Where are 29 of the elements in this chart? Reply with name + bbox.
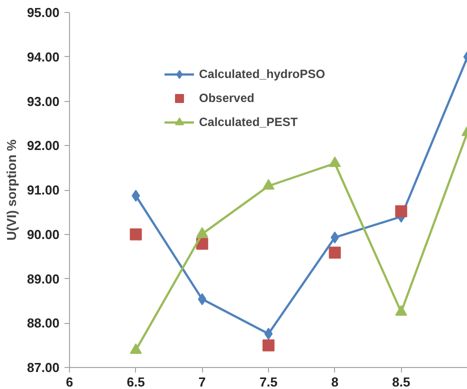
point: [262, 179, 274, 190]
y-tick-label: 89.00: [26, 271, 60, 286]
x-tick-label: 8.5: [392, 374, 410, 389]
y-tick-label: 90.00: [26, 226, 60, 242]
point: [130, 228, 142, 240]
y-axis-title: U(VI) sorption %: [4, 139, 19, 241]
y-tick-label: 91.00: [26, 182, 60, 198]
point: [328, 246, 341, 259]
x-tick-label: 8: [331, 374, 338, 389]
point: [196, 227, 208, 238]
y-tick-label: 93.00: [26, 94, 60, 109]
legend-label: Calculated_PEST: [199, 115, 298, 129]
point: [395, 305, 408, 316]
point: [395, 205, 408, 218]
y-tick-label: 92.00: [26, 138, 60, 154]
x-tick-label: 6.5: [126, 374, 145, 389]
y-tick-label: 88.00: [26, 316, 60, 331]
point: [264, 328, 273, 340]
point: [328, 156, 341, 168]
point: [130, 343, 142, 354]
x-tick-label: 7.5: [259, 374, 278, 389]
y-tick-label: 87.00: [26, 360, 60, 375]
y-tick-label: 95.00: [26, 5, 60, 20]
x-tick-label: 7: [198, 374, 206, 389]
y-tick-label: 94.00: [26, 49, 60, 64]
legend-label: Calculated_hydroPSO: [199, 67, 326, 81]
point: [262, 339, 274, 352]
x-tick-label: 6: [66, 374, 74, 389]
legend-label: Observed: [199, 91, 254, 105]
